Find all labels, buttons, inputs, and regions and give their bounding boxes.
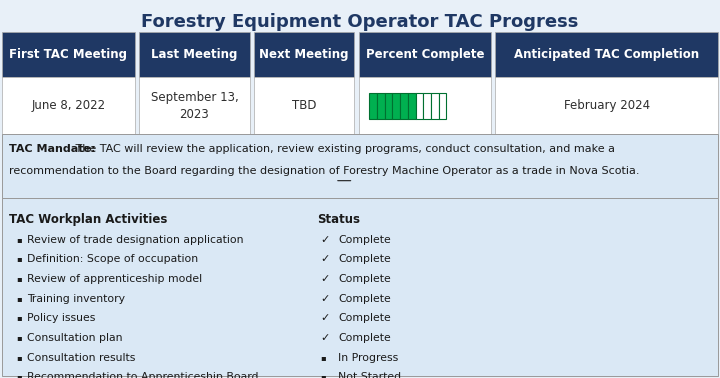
Text: ▪: ▪: [320, 353, 326, 362]
Bar: [139, 77, 250, 134]
Text: ✓: ✓: [320, 333, 330, 343]
Text: ▪: ▪: [16, 353, 22, 362]
Text: ✓: ✓: [320, 294, 330, 304]
Text: Percent Complete: Percent Complete: [366, 48, 484, 61]
Text: Definition: Scope of occupation: Definition: Scope of occupation: [27, 254, 198, 264]
Text: Anticipated TAC Completion: Anticipated TAC Completion: [514, 48, 699, 61]
Text: Consultation results: Consultation results: [27, 353, 135, 363]
Text: Not Started: Not Started: [338, 372, 402, 378]
Text: The TAC will review the application, review existing programs, conduct consultat: The TAC will review the application, rev…: [72, 144, 615, 153]
Text: Status: Status: [317, 213, 360, 226]
Text: ▪: ▪: [320, 372, 326, 378]
Text: Training inventory: Training inventory: [27, 294, 125, 304]
Text: Consultation plan: Consultation plan: [27, 333, 122, 343]
Text: TBD: TBD: [292, 99, 317, 112]
Text: ✓: ✓: [320, 235, 330, 245]
Text: Recommendation to Apprenticeship Board: Recommendation to Apprenticeship Board: [27, 372, 258, 378]
Bar: [2, 198, 718, 376]
Bar: [254, 32, 354, 77]
Text: TAC Workplan Activities: TAC Workplan Activities: [9, 213, 167, 226]
Bar: [377, 93, 384, 119]
Text: In Progress: In Progress: [338, 353, 399, 363]
Text: June 8, 2022: June 8, 2022: [32, 99, 105, 112]
Bar: [254, 77, 354, 134]
Text: Complete: Complete: [338, 294, 391, 304]
Text: ▪: ▪: [16, 235, 22, 244]
Text: Next Meeting: Next Meeting: [259, 48, 349, 61]
Bar: [438, 93, 446, 119]
Text: ▪: ▪: [16, 333, 22, 342]
Bar: [369, 93, 377, 119]
Bar: [423, 93, 431, 119]
Text: TAC Mandate:: TAC Mandate:: [9, 144, 95, 153]
Bar: [495, 77, 718, 134]
Text: ▪: ▪: [16, 294, 22, 303]
Bar: [2, 32, 135, 77]
Text: ✓: ✓: [320, 254, 330, 264]
Bar: [139, 32, 250, 77]
Text: ✓: ✓: [320, 274, 330, 284]
Text: Complete: Complete: [338, 274, 391, 284]
Text: February 2024: February 2024: [564, 99, 649, 112]
Text: Complete: Complete: [338, 333, 391, 343]
Bar: [408, 93, 415, 119]
Text: Last Meeting: Last Meeting: [151, 48, 238, 61]
Bar: [384, 93, 392, 119]
Text: Review of trade designation application: Review of trade designation application: [27, 235, 243, 245]
Text: ▪: ▪: [16, 372, 22, 378]
Text: First TAC Meeting: First TAC Meeting: [9, 48, 127, 61]
Text: Review of apprenticeship model: Review of apprenticeship model: [27, 274, 202, 284]
Bar: [392, 93, 400, 119]
Text: ▪: ▪: [16, 274, 22, 283]
Text: ▪: ▪: [16, 254, 22, 263]
Text: Forestry Equipment Operator TAC Progress: Forestry Equipment Operator TAC Progress: [141, 13, 579, 31]
Text: September 13,
2023: September 13, 2023: [150, 91, 238, 121]
Bar: [2, 134, 718, 198]
Text: Complete: Complete: [338, 313, 391, 323]
Bar: [2, 77, 135, 134]
Text: Policy issues: Policy issues: [27, 313, 95, 323]
Bar: [495, 32, 718, 77]
Bar: [359, 32, 491, 77]
Bar: [415, 93, 423, 119]
Text: recommendation to the Board regarding the designation of Forestry Machine Operat: recommendation to the Board regarding th…: [9, 166, 639, 176]
Text: ▪: ▪: [16, 313, 22, 322]
Bar: [359, 77, 491, 134]
Text: Complete: Complete: [338, 235, 391, 245]
Text: ✓: ✓: [320, 313, 330, 323]
Bar: [431, 93, 438, 119]
Text: Complete: Complete: [338, 254, 391, 264]
Bar: [400, 93, 408, 119]
